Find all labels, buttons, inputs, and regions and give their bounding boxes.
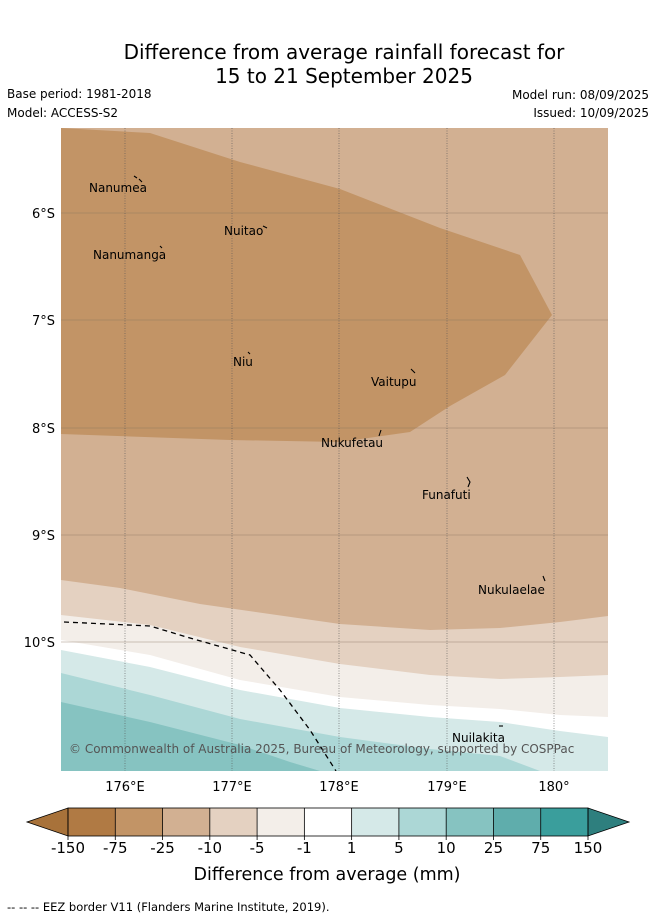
colorbar: -150 -75 -25 -10 -5 -1 1 5 10 25 75 150 [25, 807, 631, 857]
graticule [61, 212, 608, 643]
island-shape-nanumanga [159, 245, 163, 249]
colorbar-extend-low [25, 807, 69, 837]
island-shapes [133, 175, 546, 727]
colorbar-tick-label: -1 [297, 839, 312, 857]
colorbar-extend-high [587, 807, 631, 837]
colorbar-swatch [493, 808, 541, 836]
model-name: Model: ACCESS-S2 [7, 106, 119, 120]
colorbar-tick-label: -75 [103, 839, 128, 857]
map-area: Nanumea Nuitao Nanumanga Niu Vaitupu Nuk… [61, 128, 608, 771]
lon-label: 178°E [319, 780, 359, 795]
colorbar-swatch [398, 808, 447, 836]
island-label: Nanumea [89, 181, 147, 195]
island-label: Nuitao [224, 224, 263, 238]
colorbar-tick-label: 1 [347, 839, 357, 857]
colorbar-swatch [446, 808, 494, 836]
island-shape-funafuti [466, 476, 471, 488]
island-label: Nanumanga [93, 248, 166, 262]
colorbar-tick-label: -10 [198, 839, 223, 857]
lon-labels: 176°E 177°E 178°E 179°E 180° [105, 780, 569, 795]
colorbar-tick-label: -150 [51, 839, 85, 857]
band-plus-10-to-plus-25 [61, 702, 320, 771]
island-labels: Nanumea Nuitao Nanumanga Niu Vaitupu Nuk… [89, 181, 545, 745]
eez-border [63, 621, 337, 771]
chart-title: Difference from average rainfall forecas… [0, 40, 655, 88]
lat-label: 7°S [32, 314, 55, 329]
meridians [124, 128, 555, 771]
island-label: Vaitupu [371, 375, 417, 389]
colorbar-swatch [257, 808, 305, 836]
eez-footnote: -- -- -- EEZ border V11 (Flanders Marine… [7, 900, 330, 914]
island-label: Nuilakita [452, 731, 505, 745]
island-shape-nuitao [262, 225, 268, 229]
colorbar-swatch [162, 808, 210, 836]
colorbar-tick-label: -25 [150, 839, 175, 857]
colorbar-label: Difference from average (mm) [193, 865, 460, 885]
base-period: Base period: 1981-2018 [7, 87, 152, 101]
issued-date: Issued: 10/09/2025 [533, 106, 649, 120]
lon-label: 180° [538, 780, 569, 795]
lat-label: 9°S [32, 529, 55, 544]
lat-label: 10°S [24, 636, 55, 651]
island-label: Nukufetau [321, 436, 383, 450]
colorbar-tick-label: 10 [437, 839, 456, 857]
colorbar-swatch [209, 808, 258, 836]
colorbar-tick-label: 150 [574, 839, 603, 857]
island-label: Funafuti [422, 488, 471, 502]
lat-labels: 6°S 7°S 8°S 9°S 10°S [24, 207, 55, 651]
island-label: Nukulaelae [478, 583, 545, 597]
island-shape-vaitupu [410, 368, 416, 374]
lon-label: 179°E [427, 780, 467, 795]
island-shape-nukufetau [378, 429, 382, 437]
colorbar-tick-label: -5 [250, 839, 265, 857]
colorbar-swatch [68, 808, 116, 836]
lon-label: 177°E [212, 780, 252, 795]
title-line-2: 15 to 21 September 2025 [215, 64, 473, 88]
model-run: Model run: 08/09/2025 [511, 88, 649, 102]
lat-label: 6°S [32, 207, 55, 222]
colorbar-swatch [115, 808, 163, 836]
rainfall-map: Nanumea Nuitao Nanumanga Niu Vaitupu Nuk… [24, 128, 631, 885]
lat-label: 8°S [32, 422, 55, 437]
colorbar-tick-label: 5 [394, 839, 404, 857]
lon-label: 176°E [105, 780, 145, 795]
colorbar-swatch [304, 808, 352, 836]
band-minus-25-to-minus-75 [61, 128, 552, 442]
colorbar-swatch [540, 808, 588, 836]
island-shape-niu [247, 351, 251, 355]
island-label: Niu [233, 355, 253, 369]
island-shape-nanumea [133, 175, 143, 183]
colorbar-swatch [351, 808, 399, 836]
title-line-1: Difference from average rainfall forecas… [123, 40, 565, 64]
copyright-notice: © Commonwealth of Australia 2025, Bureau… [69, 742, 574, 756]
colorbar-tick-label: 25 [484, 839, 503, 857]
island-shape-nukulaelae [542, 575, 546, 582]
colorbar-tick-label: 75 [531, 839, 550, 857]
